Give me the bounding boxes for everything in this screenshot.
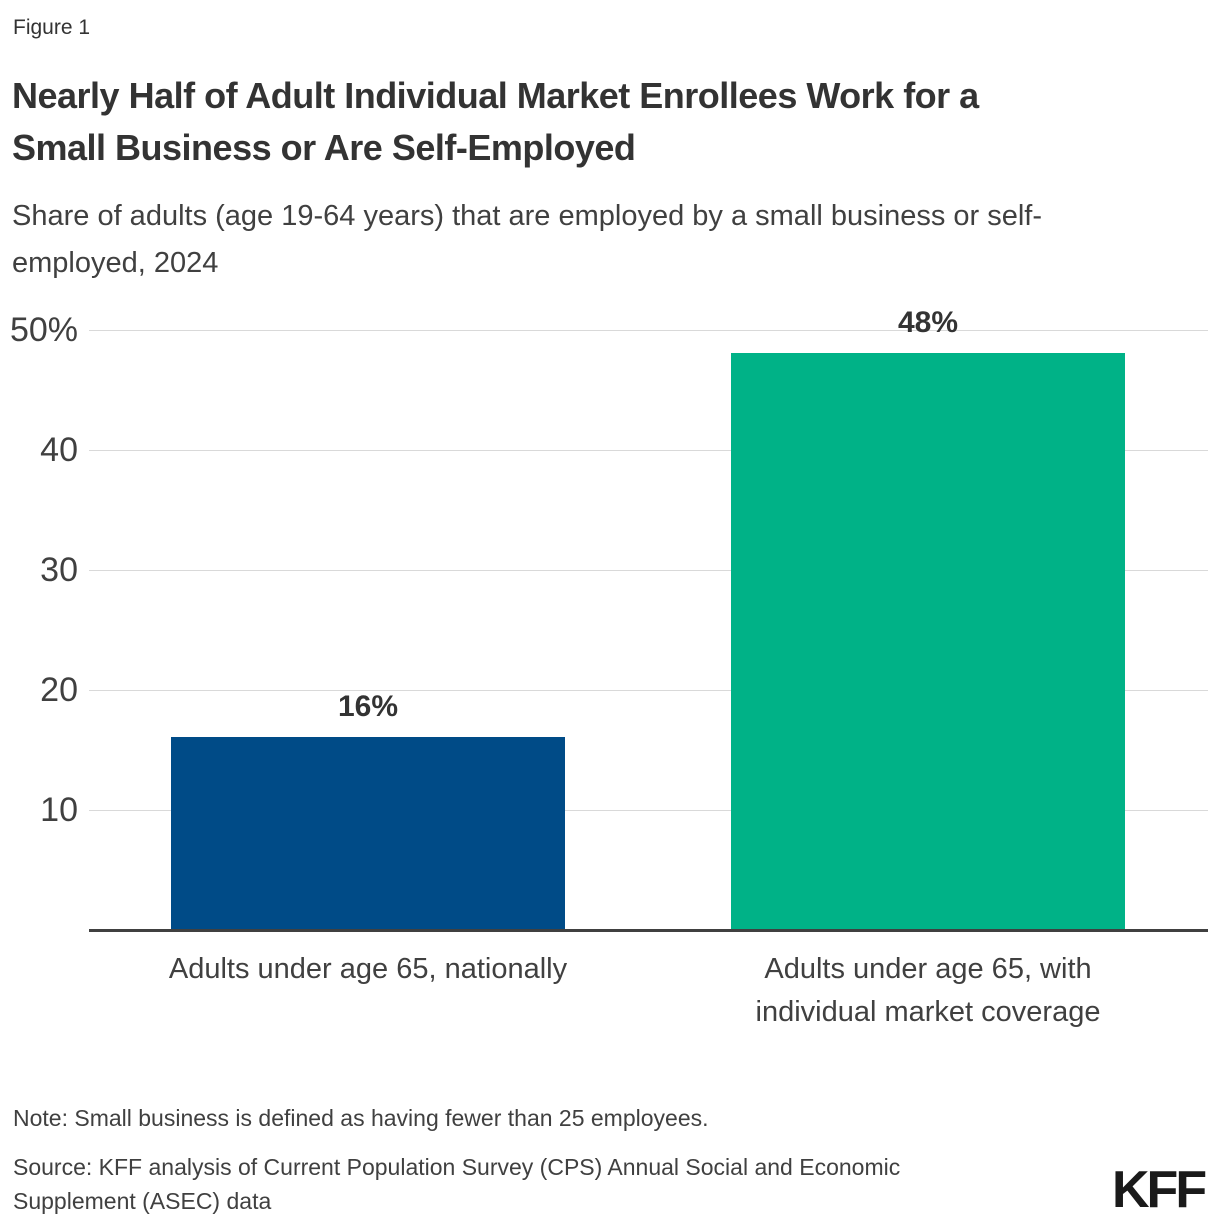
bar-category-label-1: Adults under age 65, nationally	[108, 948, 628, 991]
bar-2	[731, 353, 1125, 929]
y-tick-label-20: 20	[40, 671, 78, 709]
source-line2: Supplement (ASEC) data	[13, 1188, 272, 1214]
bar-category-label-2: Adults under age 65, with individual mark…	[668, 948, 1188, 1034]
category-label-line: individual market coverage	[755, 996, 1101, 1028]
chart-subtitle: Share of adults (age 19-64 years) that a…	[12, 193, 1042, 287]
bar-1	[171, 737, 565, 929]
chart-title-line1: Nearly Half of Adult Individual Market E…	[12, 75, 979, 116]
chart-subtitle-line1: Share of adults (age 19-64 years) that a…	[12, 200, 1043, 232]
bar-value-label-1: 16%	[337, 690, 399, 723]
source-text: Source: KFF analysis of Current Populati…	[13, 1150, 900, 1218]
y-tick-label-10: 10	[40, 791, 78, 829]
bar-value-label-2: 48%	[897, 306, 959, 339]
y-tick-label-50: 50%	[9, 311, 78, 349]
figure-number-label: Figure 1	[13, 16, 91, 39]
gridline-40	[89, 450, 1208, 451]
category-label-line: Adults under age 65, nationally	[168, 953, 568, 985]
gridline-30	[89, 570, 1208, 571]
category-label-line: Adults under age 65, with	[764, 953, 1092, 985]
y-tick-label-40: 40	[40, 431, 78, 469]
source-line1: Source: KFF analysis of Current Populati…	[13, 1154, 901, 1180]
gridline-20	[89, 690, 1208, 691]
chart-subtitle-line2: employed, 2024	[12, 247, 219, 279]
chart-title: Nearly Half of Adult Individual Market E…	[12, 70, 979, 174]
chart-title-line2: Small Business or Are Self-Employed	[12, 127, 636, 168]
x-axis-line	[89, 929, 1208, 932]
gridline-10	[89, 810, 1208, 811]
kff-logo: KFF	[1112, 1161, 1207, 1219]
note-text: Note: Small business is defined as havin…	[13, 1105, 709, 1131]
y-tick-label-30: 30	[40, 551, 78, 589]
gridline-50	[89, 330, 1208, 331]
